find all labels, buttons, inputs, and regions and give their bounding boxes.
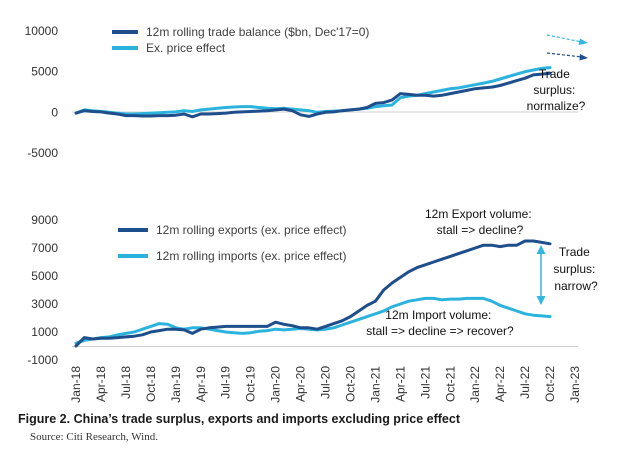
legend-label-exports: 12m rolling exports (ex. price effect) (156, 223, 347, 237)
x-tick-label: Apr-21 (393, 366, 407, 402)
x-tick-label: Oct-18 (144, 366, 158, 402)
x-tick-label: Oct-20 (343, 366, 357, 402)
bottom-y-axis-ticks: 9000 7000 5000 3000 1000 -1000 (27, 213, 58, 367)
x-tick-label: Jul-20 (319, 366, 333, 399)
annotation-surplus-narrow: Trade surplus: narrow? (553, 245, 598, 293)
annotation-import-volume: 12m Import volume: stall => decline => r… (366, 308, 514, 338)
top-y-tick-label: 10000 (25, 24, 59, 38)
double-arrow-narrow (536, 245, 546, 305)
top-y-tick-label: 5000 (31, 65, 58, 79)
x-tick-label: Apr-18 (94, 366, 108, 402)
x-tick-label: Jan-20 (269, 366, 283, 403)
x-tick-label: Jul-18 (119, 366, 133, 399)
x-tick-label: Oct-21 (443, 366, 457, 402)
top-y-axis-ticks: 10000 5000 0 -5000 (25, 24, 59, 160)
bottom-y-tick-label: 7000 (31, 241, 58, 255)
x-tick-label: Jan-23 (568, 366, 582, 403)
bottom-series-line-primary (74, 239, 552, 348)
top-y-tick-label: 0 (51, 105, 58, 119)
legend-label-ex-price: Ex. price effect (146, 41, 226, 55)
bottom-y-tick-label: 5000 (31, 269, 58, 283)
annotation-surplus-normalize: Trade surplus: normalize? (527, 67, 586, 113)
figure-source: Source: Citi Research, Wind. (30, 431, 158, 443)
bottom-series-group (74, 239, 552, 348)
x-tick-label: Jul-19 (219, 366, 233, 399)
x-tick-label: Apr-22 (493, 366, 507, 402)
annotation-export-volume: 12m Export volume: stall => decline? (425, 207, 535, 237)
bottom-panel: 9000 7000 5000 3000 1000 -1000 Jan-18 Apr-18 Ju… (27, 207, 598, 403)
x-tick-label: Apr-20 (294, 366, 308, 402)
x-tick-label: Jan-19 (169, 366, 183, 403)
x-tick-label: Jul-21 (418, 366, 432, 399)
x-tick-label: Oct-19 (244, 366, 258, 402)
bottom-y-tick-label: -1000 (27, 353, 58, 367)
top-y-tick-label: -5000 (27, 146, 58, 160)
x-tick-label: Jan-18 (69, 366, 83, 403)
x-tick-label: Jan-21 (368, 366, 382, 403)
legend-label-balance: 12m rolling trade balance ($bn, Dec'17=0… (146, 25, 369, 39)
dashed-arrow-dark (546, 52, 588, 61)
bottom-y-tick-label: 1000 (31, 325, 58, 339)
bottom-y-tick-label: 9000 (31, 213, 58, 227)
bottom-y-tick-label: 3000 (31, 297, 58, 311)
x-tick-label: Jan-22 (468, 366, 482, 403)
x-tick-label: Apr-19 (194, 366, 208, 402)
figure-caption: Figure 2. China’s trade surplus, exports… (18, 412, 460, 426)
top-series-group (74, 66, 552, 119)
bottom-x-axis-ticks: Jan-18 Apr-18 Jul-18 Oct-18 Jan-19 Apr-19 Jul-… (69, 366, 582, 403)
top-series-line-primary (74, 71, 552, 119)
legend-label-imports: 12m rolling imports (ex. price effect) (156, 249, 347, 263)
x-tick-label: Jul-22 (518, 366, 532, 399)
dashed-arrow-light (546, 34, 588, 45)
top-series-line-secondary (74, 66, 552, 116)
top-panel: 10000 5000 0 -5000 12m rolling trade balanc… (25, 24, 588, 160)
x-tick-label: Oct-22 (543, 366, 557, 402)
